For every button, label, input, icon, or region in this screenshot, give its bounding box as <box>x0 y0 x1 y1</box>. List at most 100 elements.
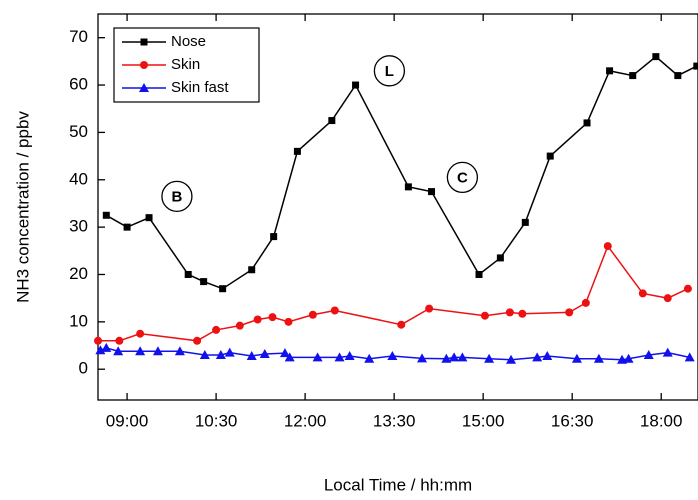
marker <box>662 347 673 357</box>
marker <box>293 147 301 155</box>
y-tick-label: 50 <box>69 122 88 141</box>
annotation: B <box>172 188 183 205</box>
marker <box>449 352 460 362</box>
y-axis-title: NH3 concentration / ppbv <box>13 111 32 303</box>
marker <box>480 311 489 320</box>
x-tick-label: 10:30 <box>195 411 238 430</box>
y-tick-label: 60 <box>69 75 88 94</box>
marker <box>199 350 210 360</box>
marker <box>638 289 647 298</box>
marker <box>623 353 634 363</box>
marker <box>652 53 660 61</box>
marker <box>521 218 529 226</box>
marker <box>193 336 202 345</box>
series-line <box>98 244 689 342</box>
marker <box>113 346 124 356</box>
marker <box>581 298 590 307</box>
legend-label: Skin fast <box>171 79 229 96</box>
marker <box>184 270 192 278</box>
marker <box>95 345 106 355</box>
marker <box>334 352 345 362</box>
marker <box>387 350 398 360</box>
marker <box>593 353 604 363</box>
marker <box>253 315 262 324</box>
y-tick-label: 10 <box>69 311 88 330</box>
legend-label: Skin <box>171 56 200 73</box>
marker <box>312 352 323 362</box>
marker <box>215 350 226 360</box>
marker <box>583 119 591 127</box>
marker <box>643 350 654 360</box>
marker <box>224 347 235 357</box>
x-tick-label: 13:30 <box>373 411 416 430</box>
marker <box>496 254 504 262</box>
legend-label: Nose <box>171 33 206 50</box>
marker <box>571 353 582 363</box>
marker <box>693 62 698 70</box>
marker <box>457 352 468 362</box>
marker <box>139 83 149 92</box>
marker <box>115 336 124 345</box>
marker <box>475 270 483 278</box>
marker <box>404 183 412 191</box>
marker <box>102 211 110 219</box>
marker <box>674 72 682 80</box>
marker <box>565 308 574 317</box>
marker <box>174 346 185 356</box>
marker <box>200 278 208 286</box>
x-tick-label: 12:00 <box>284 411 327 430</box>
plot-frame <box>97 13 698 401</box>
marker <box>135 346 146 356</box>
x-tick-label: 15:00 <box>462 411 505 430</box>
y-tick-label: 0 <box>79 359 88 378</box>
annotation: C <box>457 169 468 186</box>
annotation-circle <box>446 161 479 194</box>
marker <box>212 325 221 334</box>
marker <box>546 152 554 160</box>
marker <box>94 336 102 345</box>
marker <box>441 353 452 363</box>
y-tick-label: 70 <box>69 27 88 46</box>
marker <box>425 304 434 313</box>
marker <box>683 284 692 293</box>
marker <box>279 348 290 358</box>
marker <box>606 67 614 75</box>
marker <box>140 61 148 69</box>
marker <box>308 310 317 319</box>
marker <box>284 317 293 326</box>
marker <box>397 320 406 329</box>
x-tick-label: 09:00 <box>106 411 149 430</box>
marker <box>330 306 339 315</box>
marker <box>219 285 227 293</box>
marker <box>352 81 360 89</box>
marker <box>684 352 695 362</box>
marker <box>248 266 256 274</box>
marker <box>663 294 672 303</box>
marker <box>136 329 145 338</box>
marker <box>152 346 163 356</box>
y-tick-label: 20 <box>69 264 88 283</box>
y-tick-label: 30 <box>69 217 88 236</box>
x-tick-label: 16:30 <box>551 411 594 430</box>
marker <box>532 352 543 362</box>
marker <box>417 353 428 363</box>
marker <box>270 233 278 241</box>
annotation-circle <box>161 180 193 212</box>
marker <box>235 321 244 330</box>
marker <box>101 342 112 352</box>
marker <box>542 350 553 360</box>
marker <box>140 38 148 46</box>
marker <box>268 313 277 322</box>
marker <box>506 354 517 364</box>
marker <box>505 308 514 317</box>
marker <box>603 242 612 251</box>
x-axis-title: Local Time / hh:mm <box>324 475 472 494</box>
marker <box>259 349 270 359</box>
annotation: L <box>385 63 394 80</box>
marker <box>364 353 375 363</box>
y-tick-label: 40 <box>69 169 88 188</box>
marker <box>246 350 257 360</box>
marker <box>123 223 131 231</box>
marker <box>518 309 527 318</box>
